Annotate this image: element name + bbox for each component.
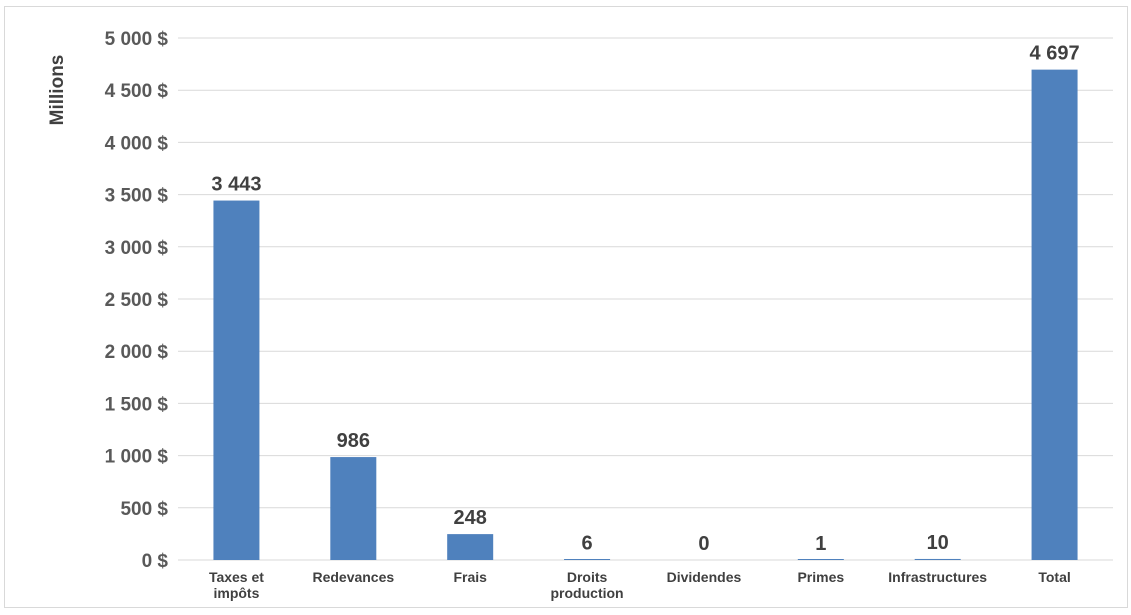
y-axis-label: Millions xyxy=(47,55,68,126)
x-category-label: Primes xyxy=(797,569,844,585)
y-tick-label: 2 500 $ xyxy=(105,290,169,311)
y-tick-label: 4 000 $ xyxy=(105,133,169,154)
x-category-label: Droits production xyxy=(551,569,624,601)
y-tick-label: 2 000 $ xyxy=(105,342,169,363)
bar xyxy=(213,200,260,561)
bar xyxy=(914,558,961,560)
y-tick-label: 4 500 $ xyxy=(105,81,169,102)
y-tick-label: 3 000 $ xyxy=(105,238,169,259)
bar xyxy=(797,559,844,560)
x-category-label: Frais xyxy=(453,569,487,585)
y-tick-label: 3 500 $ xyxy=(105,186,169,207)
x-category-label: Redevances xyxy=(312,569,394,585)
x-category-label: Taxes et impôts xyxy=(209,569,264,601)
data-label: 4 697 xyxy=(1030,43,1080,65)
y-tick-label: 1 500 $ xyxy=(105,394,169,415)
y-tick-label: 5 000 $ xyxy=(105,29,169,50)
x-category-label: Total xyxy=(1038,569,1070,585)
bar xyxy=(447,534,494,560)
bar xyxy=(1031,69,1078,560)
bar xyxy=(330,457,377,560)
data-label: 986 xyxy=(337,430,370,452)
data-label: 10 xyxy=(927,532,949,554)
y-tick-label: 500 $ xyxy=(120,499,168,520)
data-label: 1 xyxy=(815,533,826,555)
x-category-label: Dividendes xyxy=(667,569,742,585)
x-category-label: Infrastructures xyxy=(888,569,987,585)
y-tick-label: 0 $ xyxy=(142,551,169,572)
data-label: 0 xyxy=(698,533,709,555)
grid-lines xyxy=(178,37,1113,561)
data-labels: 3 443 986 248 6 0 1 10 4 697 xyxy=(211,43,1079,555)
x-axis-category-labels: Taxes et impôts Redevances Frais Droits produ… xyxy=(209,569,1071,601)
bars xyxy=(213,69,1078,561)
y-tick-label: 1 000 $ xyxy=(105,447,169,468)
data-label: 3 443 xyxy=(211,174,261,196)
data-label: 248 xyxy=(454,507,487,529)
y-axis-tick-labels: 0 $ 500 $ 1 000 $ 1 500 $ 2 000 $ 2 500 $ 3 00… xyxy=(105,29,169,572)
bar xyxy=(564,559,611,560)
data-label: 6 xyxy=(582,532,593,554)
